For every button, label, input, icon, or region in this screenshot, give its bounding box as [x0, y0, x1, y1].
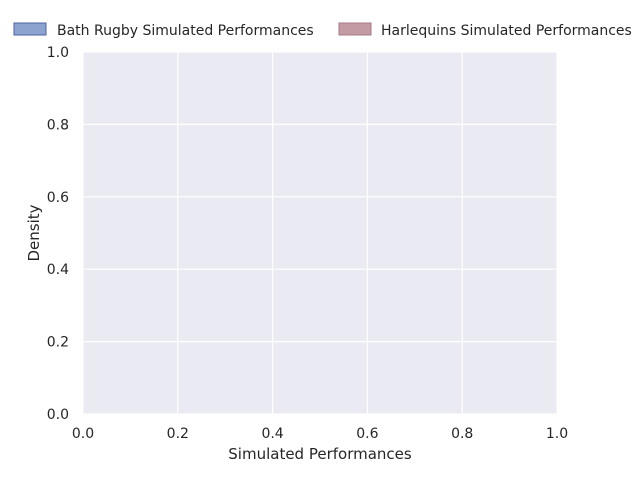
- grid-lines: [82, 51, 558, 415]
- x-tick-label: 0.2: [167, 426, 189, 442]
- x-tick-label: 0.8: [451, 426, 473, 442]
- legend: Bath Rugby Simulated Performances Harleq…: [13, 22, 632, 39]
- legend-entry-bath: Bath Rugby Simulated Performances: [13, 22, 314, 39]
- x-tick-label: 0.4: [261, 426, 283, 442]
- x-tick-label: 0.0: [72, 426, 94, 442]
- x-tick-label: 1.0: [546, 426, 568, 442]
- y-axis-label: Density: [25, 204, 43, 261]
- y-tick-label: 0.6: [47, 190, 69, 206]
- x-axis-label: Simulated Performances: [228, 445, 412, 463]
- x-axis-ticks: 0.0 0.2 0.4 0.6 0.8 1.0: [72, 426, 568, 442]
- y-tick-label: 0.4: [47, 262, 69, 278]
- legend-entry-harlequins: Harlequins Simulated Performances: [338, 22, 632, 39]
- legend-swatch-bath: [13, 22, 47, 36]
- y-tick-label: 0.8: [47, 117, 69, 133]
- x-tick-label: 0.6: [356, 426, 378, 442]
- legend-label-bath: Bath Rugby Simulated Performances: [57, 23, 314, 39]
- y-tick-label: 1.0: [47, 45, 69, 61]
- legend-label-harlequins: Harlequins Simulated Performances: [381, 23, 632, 39]
- legend-swatch-harlequins: [338, 22, 372, 36]
- y-tick-label: 0.0: [47, 407, 69, 423]
- y-axis-ticks: 0.0 0.2 0.4 0.6 0.8 1.0: [47, 45, 69, 423]
- plot-area: [83, 52, 557, 414]
- y-tick-label: 0.2: [47, 335, 69, 351]
